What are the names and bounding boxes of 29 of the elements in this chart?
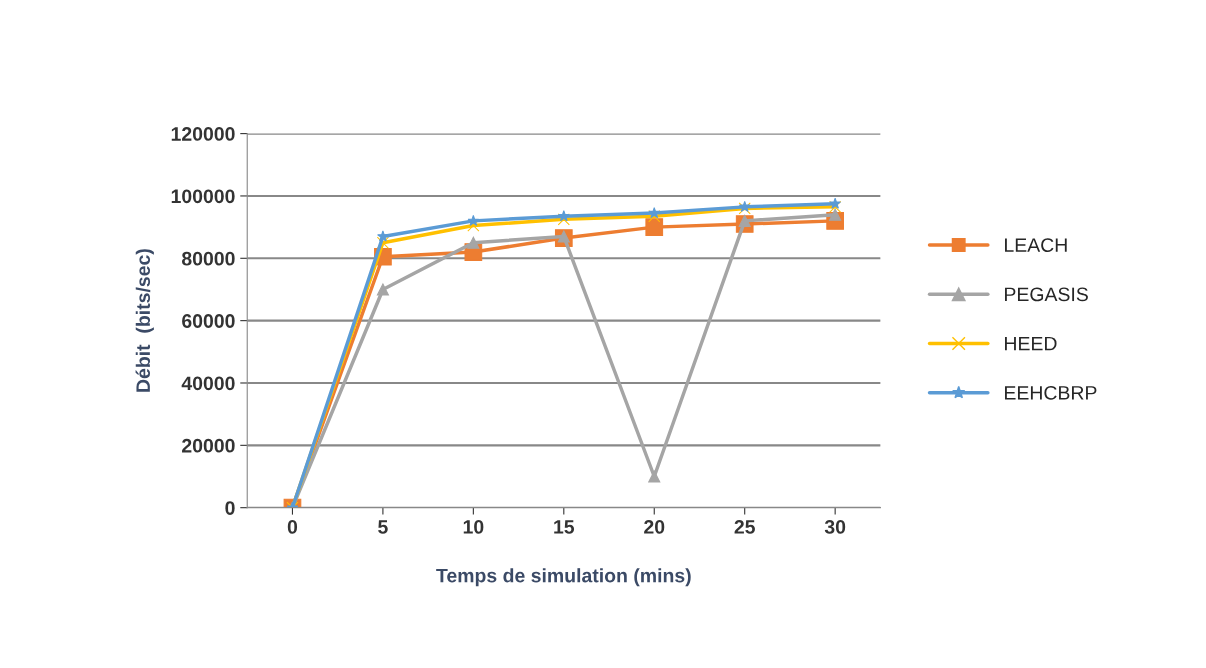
legend-label: PEGASIS xyxy=(1005,287,1088,302)
y-tick-label: 20000 xyxy=(182,438,235,453)
x-axis-title: Temps de simulation (mins) xyxy=(436,568,691,587)
x-tick-label: 20 xyxy=(644,520,665,534)
x-tick-label: 0 xyxy=(287,520,298,534)
x-tick-label: 10 xyxy=(463,520,484,534)
y-tick-label: 60000 xyxy=(182,314,235,328)
y-tick-label: 0 xyxy=(225,501,235,515)
legend-label: LEACH xyxy=(1005,238,1067,252)
y-tick-label: 40000 xyxy=(181,376,235,391)
point xyxy=(467,236,480,249)
point xyxy=(645,218,664,236)
point xyxy=(648,210,661,223)
point xyxy=(829,200,842,213)
x-tick-label: 15 xyxy=(554,520,575,534)
point xyxy=(376,283,389,296)
point xyxy=(558,210,570,222)
y-tick-label: 80000 xyxy=(181,251,235,266)
legend-label: EEHCBRP xyxy=(1005,385,1097,400)
x-tick-label: 25 xyxy=(734,520,755,534)
legend-label: HEED xyxy=(1005,336,1057,351)
x-tick-label: 5 xyxy=(378,520,388,534)
y-tick-label: 120000 xyxy=(171,127,235,141)
y-axis-title: Débit (bits/sec) xyxy=(135,249,154,392)
point xyxy=(648,207,661,219)
y-tick-label: 100000 xyxy=(171,189,235,204)
point xyxy=(376,236,389,249)
x-tick-label: 30 xyxy=(824,520,846,534)
point xyxy=(467,214,480,226)
